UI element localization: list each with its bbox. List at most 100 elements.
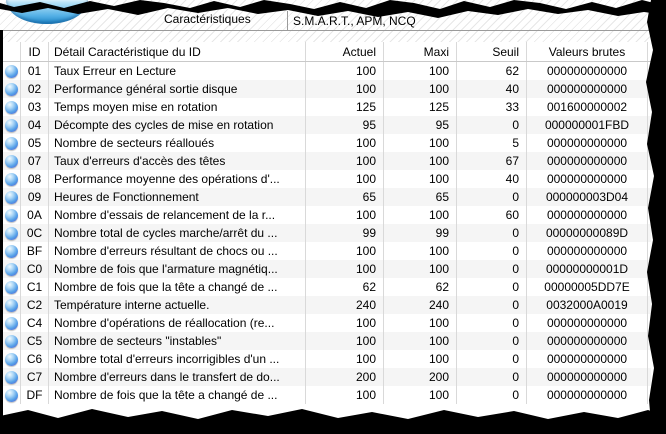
row-raw: 000000003D04 (527, 188, 648, 206)
row-icon-cell (3, 80, 21, 98)
row-raw: 000000000000 (527, 80, 648, 98)
table-row[interactable]: 03 Temps moyen mise en rotation 125 125 … (3, 98, 651, 116)
row-id: 03 (21, 98, 49, 116)
header-strip: Caractéristiques S.M.A.R.T., APM, NCQ (0, 0, 666, 42)
row-max: 65 (384, 188, 457, 206)
features-value: S.M.A.R.T., APM, NCQ (293, 13, 416, 28)
row-id: C6 (21, 350, 49, 368)
row-raw: 00000005DD7E (527, 278, 648, 296)
status-orb-icon (5, 226, 18, 240)
row-id: BF (21, 242, 49, 260)
header-cell-threshold[interactable]: Seuil (457, 42, 527, 61)
row-current: 125 (306, 98, 384, 116)
header-cell-raw[interactable]: Valeurs brutes (527, 42, 648, 61)
row-raw: 000000000000 (527, 206, 648, 224)
tab-shape[interactable] (6, 0, 88, 24)
header-cell-max[interactable]: Maxi (384, 42, 457, 61)
row-icon-cell (3, 188, 21, 206)
row-detail: Temps moyen mise en rotation (49, 98, 306, 116)
row-max: 200 (384, 368, 457, 386)
row-threshold: 33 (457, 98, 527, 116)
row-icon-cell (3, 278, 21, 296)
table-row[interactable]: DF Nombre de fois que la tête a changé d… (3, 386, 651, 404)
table-row[interactable]: 07 Taux d'erreurs d'accès des têtes 100 … (3, 152, 651, 170)
row-threshold: 0 (457, 224, 527, 242)
row-max: 100 (384, 386, 457, 404)
row-icon-cell (3, 296, 21, 314)
row-raw: 000000001FBD (527, 116, 648, 134)
row-detail: Nombre de fois que la tête a changé de .… (49, 386, 306, 404)
table-row[interactable]: C5 Nombre de secteurs "instables" 100 10… (3, 332, 651, 350)
row-detail: Nombre d'essais de relancement de la r..… (49, 206, 306, 224)
row-threshold: 60 (457, 206, 527, 224)
row-max: 100 (384, 152, 457, 170)
row-id: C5 (21, 332, 49, 350)
row-id: 09 (21, 188, 49, 206)
row-current: 100 (306, 332, 384, 350)
header-cell-id[interactable]: ID (21, 42, 49, 61)
row-threshold: 5 (457, 134, 527, 152)
header-cell-detail[interactable]: Détail Caractéristique du ID (49, 42, 306, 61)
row-detail: Nombre d'opérations de réallocation (re.… (49, 314, 306, 332)
status-orb-icon (5, 298, 18, 312)
table-body: 01 Taux Erreur en Lecture 100 100 62 000… (3, 62, 651, 404)
table-row[interactable]: 02 Performance général sortie disque 100… (3, 80, 651, 98)
features-field: S.M.A.R.T., APM, NCQ (287, 11, 665, 30)
table-row[interactable]: BF Nombre d'erreurs résultant de chocs o… (3, 242, 651, 260)
table-row[interactable]: C2 Température interne actuelle. 240 240… (3, 296, 651, 314)
row-detail: Heures de Fonctionnement (49, 188, 306, 206)
status-orb-icon (5, 118, 18, 132)
row-id: 01 (21, 62, 49, 80)
row-detail: Nombre de secteurs "instables" (49, 332, 306, 350)
row-raw: 000000000000 (527, 242, 648, 260)
row-icon-cell (3, 224, 21, 242)
row-detail: Nombre de fois que la tête a changé de .… (49, 278, 306, 296)
frame-left-edge (0, 30, 3, 434)
row-current: 100 (306, 386, 384, 404)
table-row[interactable]: 08 Performance moyenne des opérations d'… (3, 170, 651, 188)
row-threshold: 0 (457, 386, 527, 404)
row-detail: Nombre d'erreurs dans le transfert de do… (49, 368, 306, 386)
table-row[interactable]: 0A Nombre d'essais de relancement de la … (3, 206, 651, 224)
row-id: C0 (21, 260, 49, 278)
row-id: C7 (21, 368, 49, 386)
table-row[interactable]: 0C Nombre total de cycles marche/arrêt d… (3, 224, 651, 242)
row-detail: Décompte des cycles de mise en rotation (49, 116, 306, 134)
table-row[interactable]: C0 Nombre de fois que l'armature magnéti… (3, 260, 651, 278)
row-raw: 001600000002 (527, 98, 648, 116)
table-row[interactable]: 04 Décompte des cycles de mise en rotati… (3, 116, 651, 134)
row-threshold: 67 (457, 152, 527, 170)
row-threshold: 0 (457, 278, 527, 296)
table-row[interactable]: 09 Heures de Fonctionnement 65 65 0 0000… (3, 188, 651, 206)
row-max: 100 (384, 260, 457, 278)
row-current: 100 (306, 80, 384, 98)
row-id: 0A (21, 206, 49, 224)
row-current: 65 (306, 188, 384, 206)
row-current: 100 (306, 314, 384, 332)
row-current: 240 (306, 296, 384, 314)
status-orb-icon (5, 190, 18, 204)
table-row[interactable]: C1 Nombre de fois que la tête a changé d… (3, 278, 651, 296)
row-current: 100 (306, 170, 384, 188)
row-icon-cell (3, 260, 21, 278)
status-orb-icon (5, 370, 18, 384)
header-cell-current[interactable]: Actuel (306, 42, 384, 61)
row-icon-cell (3, 170, 21, 188)
row-icon-cell (3, 206, 21, 224)
row-current: 100 (306, 206, 384, 224)
table-row[interactable]: C7 Nombre d'erreurs dans le transfert de… (3, 368, 651, 386)
row-icon-cell (3, 386, 21, 404)
status-orb-icon (5, 64, 18, 78)
row-detail: Nombre total d'erreurs incorrigibles d'u… (49, 350, 306, 368)
table-row[interactable]: 05 Nombre de secteurs réalloués 100 100 … (3, 134, 651, 152)
row-current: 100 (306, 242, 384, 260)
table-row[interactable]: C6 Nombre total d'erreurs incorrigibles … (3, 350, 651, 368)
table-row[interactable]: 01 Taux Erreur en Lecture 100 100 62 000… (3, 62, 651, 80)
features-label: Caractéristiques (164, 12, 251, 26)
row-detail: Nombre total de cycles marche/arrêt du .… (49, 224, 306, 242)
row-id: 07 (21, 152, 49, 170)
row-current: 62 (306, 278, 384, 296)
table-row[interactable]: C4 Nombre d'opérations de réallocation (… (3, 314, 651, 332)
row-raw: 000000000000 (527, 134, 648, 152)
row-detail: Nombre d'erreurs résultant de chocs ou .… (49, 242, 306, 260)
